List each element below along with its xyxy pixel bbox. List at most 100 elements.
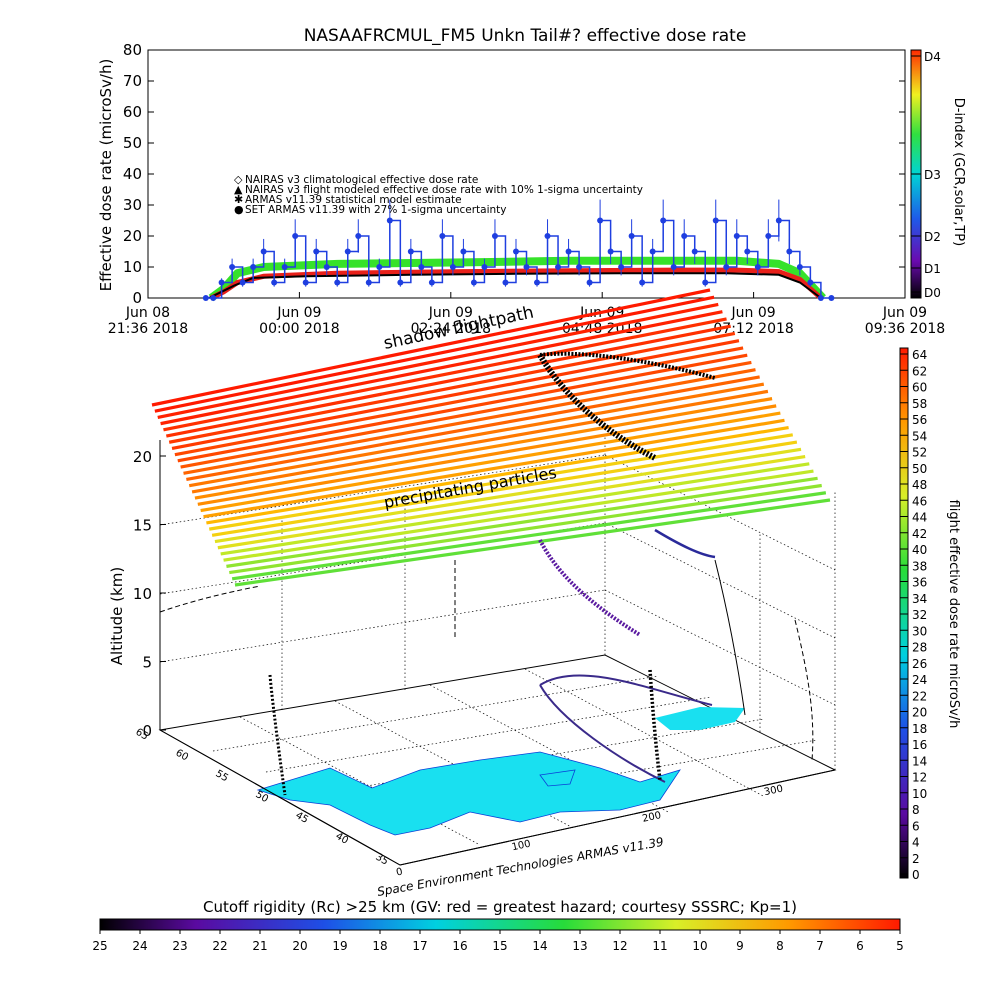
3d-z-ticks: 0 5 10 15 20 — [133, 448, 166, 740]
rigidity-tick-label: 18 — [372, 939, 387, 953]
dose-tick-label: 28 — [912, 641, 927, 655]
svg-text:▲: ▲ — [234, 183, 243, 196]
3d-flight-tracks — [159, 351, 814, 796]
top-x-tick-label-date: Jun 09 — [276, 305, 321, 321]
sheet-line — [194, 397, 773, 500]
dose-tick-label: 8 — [912, 803, 920, 817]
rigidity-title: Cutoff rigidity (Rc) >25 km (GV: red = g… — [203, 898, 797, 916]
rigidity-tick-label: 6 — [856, 939, 864, 953]
top-x-tick-label-date: Jun 08 — [125, 305, 170, 321]
top-y-tick-label: 80 — [123, 41, 142, 59]
dose-colorbar-ticks: 0246810121416182022242628303234363840424… — [900, 348, 927, 882]
legend-entry-armas-model: ARMAS v11.39 statistical model estimate — [245, 194, 462, 206]
dose-tick-label: 16 — [912, 738, 927, 752]
sheet-line — [200, 411, 781, 513]
rigidity-tick-label: 15 — [492, 939, 507, 953]
dose-tick-label: 36 — [912, 576, 927, 590]
dindex-tick-label: D2 — [924, 230, 941, 244]
series-set-armas-point — [817, 295, 824, 301]
dose-tick-label: 10 — [912, 787, 927, 801]
annotation-precipitating-particles: precipitating particles — [382, 463, 558, 512]
top-x-tick-label-time: 00:00 2018 — [259, 321, 339, 337]
dose-tick-label: 20 — [912, 706, 927, 720]
dose-tick-label: 12 — [912, 771, 927, 785]
sheet-line — [231, 491, 827, 581]
legend-entry-nairas-clim: NAIRAS v3 climatological effective dose … — [245, 174, 478, 186]
rigidity-tick-label: 11 — [652, 939, 667, 953]
lon-tick-label: 200 — [641, 810, 662, 825]
series-set-armas-point — [828, 295, 835, 301]
top-x-tick-label-time: 09:36 2018 — [865, 321, 945, 337]
dindex-tick-label: D1 — [924, 262, 941, 276]
top-y-tick-label: 50 — [123, 134, 142, 152]
z-tick-label: 5 — [142, 654, 152, 672]
rigidity-tick-label: 22 — [212, 939, 227, 953]
rigidity-tick-label: 13 — [572, 939, 587, 953]
sheet-line — [223, 469, 814, 562]
lon-tick-label: 100 — [511, 839, 532, 854]
top-x-tick-label-date: Jun 09 — [731, 305, 776, 321]
dose-tick-label: 6 — [912, 819, 920, 833]
rigidity-tick-label: 14 — [532, 939, 547, 953]
dose-tick-label: 58 — [912, 397, 927, 411]
sheet-line — [211, 440, 798, 537]
svg-text:●: ● — [234, 203, 244, 216]
svg-text:◇: ◇ — [234, 173, 243, 186]
sheet-line — [234, 498, 831, 587]
top-y-tick-label: 20 — [123, 227, 142, 245]
sheet-line — [157, 302, 719, 419]
z-tick-label: 15 — [133, 517, 152, 535]
rigidity-tick-label: 23 — [172, 939, 187, 953]
series-set-armas-point — [210, 295, 217, 301]
3d-lon-ticks: 0 100 200 300 — [395, 783, 784, 878]
top-y-tick-label: 40 — [123, 165, 142, 183]
dose-tick-label: 54 — [912, 429, 927, 443]
dose-tick-label: 40 — [912, 543, 927, 557]
dose-tick-label: 0 — [912, 868, 920, 882]
sheet-line — [217, 454, 806, 550]
dose-tick-label: 14 — [912, 754, 927, 768]
3d-floor-grid — [212, 668, 818, 846]
sheet-line — [226, 476, 818, 568]
rigidity-tick-label: 25 — [92, 939, 107, 953]
dose-colorbar-label: flight effective dose rate microSv/h — [946, 500, 961, 729]
rigidity-tick-label: 17 — [412, 939, 427, 953]
lat-tick-label: 45 — [293, 810, 310, 826]
lat-tick-label: 60 — [173, 748, 190, 764]
rigidity-tick-label: 20 — [292, 939, 307, 953]
top-x-tick-label-time: 02:24 2018 — [411, 321, 491, 337]
z-tick-label: 10 — [133, 585, 152, 603]
chart-title: NASAAFRCMUL_FM5 Unkn Tail#? effective do… — [304, 26, 747, 46]
z-tick-label: 0 — [142, 722, 152, 740]
dindex-tick-label: D4 — [924, 50, 941, 64]
sheet-line — [160, 310, 723, 426]
series-nairas-flight-line — [208, 272, 822, 299]
sheet-line — [177, 353, 748, 463]
sheet-line — [188, 382, 765, 488]
rigidity-tick-label: 7 — [816, 939, 824, 953]
3d-z-axis-label: Altitude (km) — [108, 567, 126, 665]
sheet-line — [180, 360, 752, 469]
rigidity-tick-label: 5 — [896, 939, 904, 953]
dose-tick-label: 4 — [912, 836, 920, 850]
dose-tick-label: 38 — [912, 559, 927, 573]
lon-tick-label: 0 — [395, 867, 404, 879]
legend-entry-nairas-flight: NAIRAS v3 flight modeled effective dose … — [245, 184, 643, 196]
sheet-line — [151, 288, 711, 407]
top-y-axis-label: Effective dose rate (microSv/h) — [97, 59, 115, 292]
sheet-line — [229, 483, 822, 575]
top-y-tick-label: 60 — [123, 103, 142, 121]
dose-tick-label: 30 — [912, 624, 927, 638]
svg-text:✱: ✱ — [234, 193, 243, 206]
rigidity-tick-label: 9 — [736, 939, 744, 953]
dose-tick-label: 62 — [912, 364, 927, 378]
sheet-line — [203, 418, 785, 519]
sheet-line — [214, 447, 802, 544]
sheet-line — [163, 317, 727, 432]
dose-tick-label: 24 — [912, 673, 927, 687]
dose-tick-label: 32 — [912, 608, 927, 622]
sheet-line — [220, 462, 810, 556]
rigidity-tick-label: 8 — [776, 939, 784, 953]
